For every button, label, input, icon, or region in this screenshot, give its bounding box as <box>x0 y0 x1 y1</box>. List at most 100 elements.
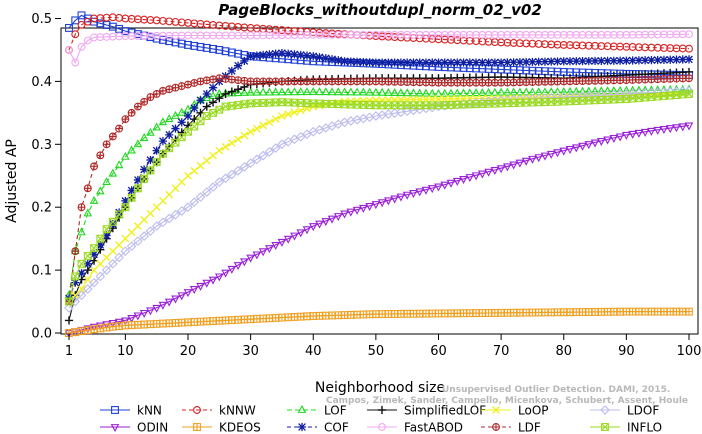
x-tick-label: 100 <box>677 344 702 359</box>
point-odin <box>465 174 475 183</box>
y-tick-label: 0.0 <box>31 327 52 342</box>
point-loop <box>171 184 180 193</box>
point-inflo <box>184 127 192 136</box>
y-tick-label: 0.2 <box>31 201 52 216</box>
point-lof <box>377 87 387 96</box>
point-odin <box>415 188 425 197</box>
legend-label-kdeos: KDEOS <box>219 421 261 434</box>
point-lof <box>427 88 437 97</box>
point-odin <box>609 134 619 143</box>
point-lof <box>346 87 356 96</box>
point-lof <box>302 87 312 96</box>
point-cof <box>590 56 600 66</box>
point-lof <box>371 87 381 96</box>
point-loop <box>184 171 192 180</box>
legend-item-cof: COF <box>287 421 349 434</box>
point-inflo <box>127 193 136 202</box>
point-odin <box>158 301 168 310</box>
point-cof <box>684 55 694 64</box>
point-cof <box>522 57 531 67</box>
point-odin <box>521 157 531 166</box>
point-loop <box>133 222 142 230</box>
point-odin <box>315 220 324 229</box>
point-ldf <box>83 184 92 193</box>
point-odin <box>196 282 205 291</box>
y-tick-label: 0.5 <box>31 12 52 27</box>
point-lof <box>590 86 600 95</box>
point-lof <box>290 87 299 96</box>
point-lof <box>296 87 306 96</box>
point-lof <box>327 87 337 96</box>
point-cof <box>152 146 161 155</box>
point-cof <box>102 231 111 240</box>
legend-label-ldof: LDOF <box>627 404 659 418</box>
series-line-ldf <box>68 77 690 302</box>
point-odin <box>565 146 575 155</box>
point-lof <box>127 145 136 154</box>
point-cof <box>165 130 174 139</box>
point-ldf <box>146 93 155 102</box>
legend-item-knnw: kNNW <box>182 404 256 418</box>
point-knnw <box>83 17 92 26</box>
point-ldf <box>96 151 105 160</box>
point-cof <box>71 278 80 287</box>
point-odin <box>277 238 287 247</box>
point-odin <box>139 309 149 318</box>
point-odin <box>183 289 193 298</box>
point-lof <box>565 86 575 95</box>
legend-item-knn: kNN <box>100 404 162 418</box>
point-odin <box>233 262 243 271</box>
point-cof <box>290 50 299 59</box>
legend-item-simplifiedlof: SimplifiedLOF <box>367 404 486 418</box>
point-odin <box>152 304 161 313</box>
legend-label-simplifiedlof: SimplifiedLOF <box>404 404 486 418</box>
point-lof <box>390 88 399 97</box>
point-cof <box>77 269 86 278</box>
point-simplifiedlof <box>208 98 218 107</box>
point-lof <box>622 85 631 94</box>
point-cof <box>327 55 337 64</box>
point-inflo <box>102 225 111 234</box>
point-odin <box>340 210 349 219</box>
point-loop <box>221 142 230 151</box>
legend-item-lof: LOF <box>287 404 347 418</box>
point-lof <box>359 87 368 96</box>
point-cof <box>547 57 556 66</box>
point-odin <box>571 144 581 153</box>
point-ldof <box>264 146 275 157</box>
x-tick-label: 60 <box>430 344 447 359</box>
point-lof <box>158 117 168 126</box>
point-odin <box>352 206 362 215</box>
point-cof <box>234 61 243 70</box>
point-loop <box>177 178 186 186</box>
point-ldof <box>145 226 156 236</box>
point-ldof <box>252 154 262 165</box>
point-loop <box>140 215 149 224</box>
point-odin <box>89 323 99 332</box>
point-lof <box>271 87 280 96</box>
point-loop <box>190 166 199 175</box>
point-inflo <box>90 244 99 253</box>
legend-item-ldf: LDF <box>481 421 541 434</box>
point-loop <box>234 135 242 144</box>
point-odin <box>377 199 387 208</box>
point-cof <box>503 58 512 67</box>
point-odin <box>365 203 374 212</box>
point-cof <box>115 208 124 217</box>
point-odin <box>246 254 255 263</box>
x-tick-label: 20 <box>180 344 197 359</box>
series-inflo <box>65 90 693 306</box>
point-cof <box>434 58 443 67</box>
point-odin <box>471 172 481 181</box>
point-loop <box>102 253 111 262</box>
point-ldof <box>101 265 112 275</box>
point-ldf <box>177 82 186 91</box>
point-lof <box>258 87 268 96</box>
point-lof <box>609 86 619 95</box>
point-lof <box>233 88 243 97</box>
point-fastabod <box>685 30 693 39</box>
y-axis-label: Adjusted AP <box>4 139 20 223</box>
point-cof <box>353 57 362 66</box>
point-odin <box>333 213 343 222</box>
